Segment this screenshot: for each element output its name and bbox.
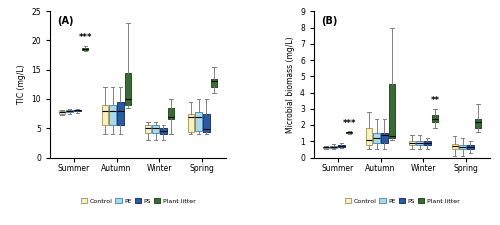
PathPatch shape <box>389 84 396 138</box>
Text: (B): (B) <box>321 16 338 26</box>
PathPatch shape <box>330 146 337 148</box>
PathPatch shape <box>381 133 388 143</box>
PathPatch shape <box>74 110 81 111</box>
PathPatch shape <box>125 73 132 105</box>
Text: **: ** <box>430 97 440 106</box>
PathPatch shape <box>452 144 458 149</box>
PathPatch shape <box>102 105 108 125</box>
Legend: Control, PE, PS, Plant litter: Control, PE, PS, Plant litter <box>342 196 462 206</box>
Legend: Control, PE, PS, Plant litter: Control, PE, PS, Plant litter <box>78 196 198 206</box>
PathPatch shape <box>467 145 473 148</box>
Text: ***: *** <box>78 33 92 42</box>
PathPatch shape <box>152 125 159 133</box>
PathPatch shape <box>459 145 466 149</box>
PathPatch shape <box>82 47 88 50</box>
PathPatch shape <box>374 133 380 143</box>
PathPatch shape <box>160 128 166 134</box>
PathPatch shape <box>117 102 123 125</box>
PathPatch shape <box>322 147 330 148</box>
Y-axis label: TIC (mg/L): TIC (mg/L) <box>17 65 26 104</box>
PathPatch shape <box>110 105 116 125</box>
PathPatch shape <box>432 115 438 122</box>
PathPatch shape <box>424 141 430 145</box>
PathPatch shape <box>144 125 151 133</box>
PathPatch shape <box>416 141 423 145</box>
PathPatch shape <box>203 114 209 132</box>
PathPatch shape <box>168 108 174 119</box>
Text: (A): (A) <box>57 16 74 26</box>
PathPatch shape <box>188 114 194 132</box>
PathPatch shape <box>346 131 352 133</box>
PathPatch shape <box>366 128 372 144</box>
PathPatch shape <box>408 141 415 145</box>
Y-axis label: Microbial biomass (mg/L): Microbial biomass (mg/L) <box>286 36 294 133</box>
Text: ***: *** <box>342 119 356 128</box>
PathPatch shape <box>66 110 73 112</box>
PathPatch shape <box>474 119 482 128</box>
PathPatch shape <box>210 79 218 87</box>
PathPatch shape <box>338 144 345 147</box>
PathPatch shape <box>58 111 66 114</box>
PathPatch shape <box>195 112 202 131</box>
